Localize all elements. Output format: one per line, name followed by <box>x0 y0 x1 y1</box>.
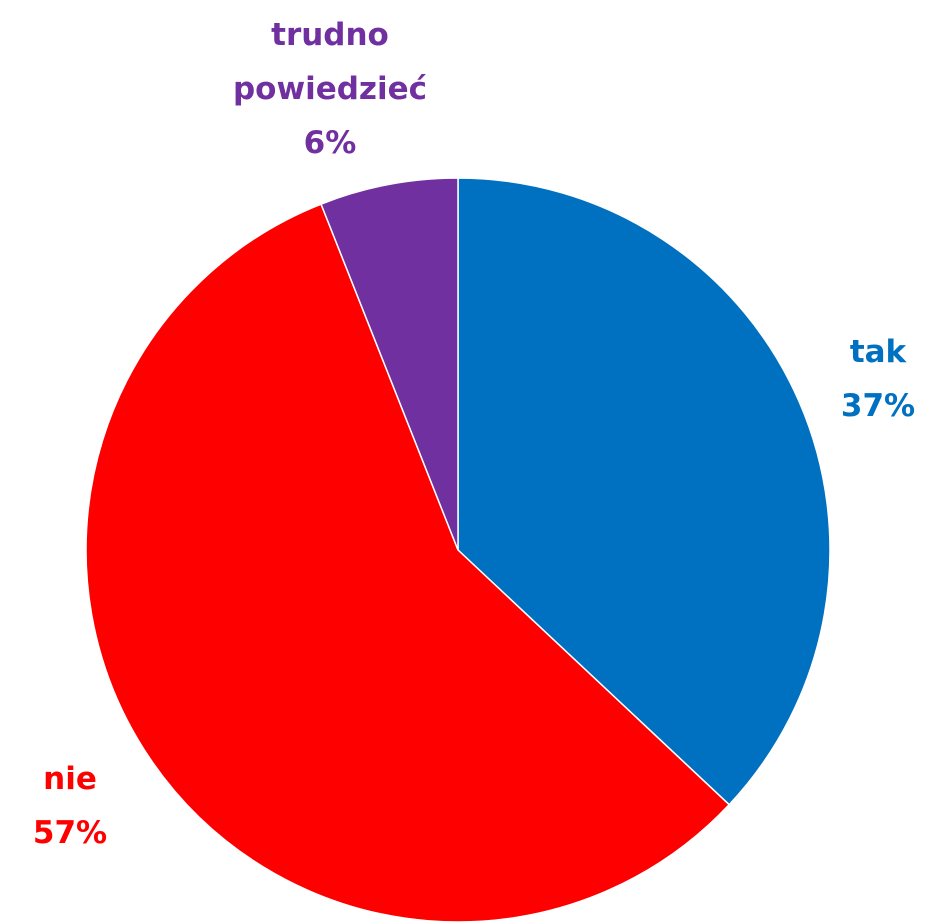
data-label: tak 37% <box>818 325 926 433</box>
pie-slice <box>457 177 831 806</box>
category-label: nie <box>43 761 97 797</box>
value-label: 6% <box>303 125 357 161</box>
value-label: 57% <box>32 815 108 851</box>
value-label: 37% <box>840 388 916 424</box>
data-label: trudno powiedzieć 6% <box>225 8 435 170</box>
category-label: trudno powiedzieć <box>232 17 428 107</box>
category-label: tak <box>849 334 907 370</box>
data-label: nie 57% <box>10 752 130 860</box>
pie-slice <box>85 203 731 923</box>
pie-slice <box>320 177 459 551</box>
